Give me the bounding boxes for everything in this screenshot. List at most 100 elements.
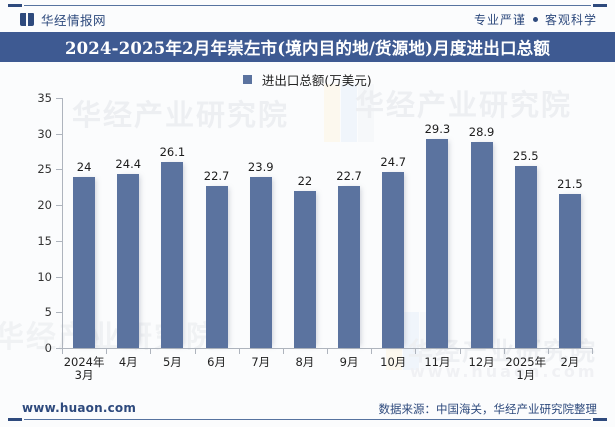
- bar-value-label: 22.7: [203, 168, 230, 183]
- bar-value-label: 22: [297, 173, 313, 188]
- x-category-label: 11月: [424, 355, 451, 369]
- bar-value-label: 24.7: [380, 154, 407, 169]
- bar-value-label: 28.9: [468, 124, 495, 139]
- x-category-label: 9月: [339, 355, 359, 369]
- y-axis: [62, 98, 63, 348]
- bar[interactable]: [205, 185, 228, 348]
- bar-item[interactable]: 25.5: [504, 98, 548, 348]
- bar-item[interactable]: 22: [283, 98, 327, 348]
- y-tick: [56, 98, 62, 99]
- bar-item[interactable]: 29.3: [415, 98, 459, 348]
- x-tick: [547, 348, 549, 354]
- bar-value-label: 26.1: [159, 144, 186, 159]
- title-bar: 2024-2025年2月年崇左市(境内目的地/货源地)月度进出口总额: [0, 32, 615, 62]
- page-footer: www.huaon.com 数据来源：中国海关，华经产业研究院整理: [0, 395, 615, 427]
- bar[interactable]: [249, 177, 272, 348]
- y-tick: [56, 276, 62, 278]
- brand[interactable]: 华经情报网: [20, 10, 106, 29]
- open-book-icon: [20, 13, 35, 26]
- x-tick: [150, 348, 152, 354]
- x-tick: [371, 348, 373, 354]
- x-category-label: 2025年 1月: [505, 355, 547, 382]
- y-tick-label: 5: [44, 305, 52, 320]
- bar[interactable]: [117, 173, 140, 348]
- bar[interactable]: [558, 194, 581, 348]
- bar[interactable]: [470, 141, 493, 348]
- slogan: 专业严谨 客观科学: [474, 11, 597, 28]
- watermark-institute: 华经产业研究院: [355, 88, 573, 122]
- x-category-label: 4月: [118, 355, 138, 369]
- x-tick: [415, 348, 417, 354]
- footer-url[interactable]: www.huaon.com: [22, 401, 137, 415]
- y-tick: [56, 169, 62, 171]
- bar-item[interactable]: 22.7: [327, 98, 371, 348]
- bar-value-label: 21.5: [557, 177, 583, 192]
- x-tick: [592, 348, 593, 354]
- x-category-label: 7月: [251, 355, 271, 369]
- x-category-label: 8月: [295, 355, 315, 369]
- bar-series: 24 24.4 26.1 22.7 23.9 22 22.7 24.7 29.3 28.9 25.5…: [62, 98, 592, 348]
- watermark-institute: 华经产业研究院: [72, 98, 290, 132]
- x-tick: [194, 348, 196, 354]
- x-tick: [327, 348, 328, 354]
- x-category-label: 5月: [162, 355, 182, 369]
- header-top-rule: [0, 4, 615, 7]
- y-tick-label: 30: [37, 126, 52, 141]
- y-tick-label: 25: [37, 162, 52, 177]
- bar[interactable]: [293, 190, 316, 348]
- page-title: 2024-2025年2月年崇左市(境内目的地/货源地)月度进出口总额: [64, 39, 551, 58]
- bar[interactable]: [426, 138, 449, 348]
- watermark-site: www.huaon.com: [410, 362, 598, 381]
- footer-bottom-rule: [0, 418, 615, 421]
- bar-item[interactable]: 26.1: [150, 98, 194, 348]
- x-tick: [62, 348, 63, 354]
- footer-source: 数据来源：中国海关，华经产业研究院整理: [378, 402, 598, 416]
- x-category-label: 2024年 3月: [63, 355, 105, 382]
- bar-item[interactable]: 24: [62, 98, 106, 348]
- y-tick-label: 35: [37, 91, 52, 105]
- x-tick: [459, 348, 461, 354]
- x-tick: [282, 348, 284, 354]
- x-category-label: 10月: [380, 355, 407, 369]
- y-tick-label: 15: [37, 233, 52, 248]
- bar[interactable]: [161, 161, 184, 348]
- bar-item[interactable]: 21.5: [548, 98, 592, 348]
- bar-value-label: 23.9: [247, 160, 274, 175]
- bar-item[interactable]: 22.7: [195, 98, 239, 348]
- x-tick: [503, 348, 505, 354]
- chart-canvas: 华经产业研究院 华经产业研究院 华经产业研究院 华经产业研究院 www.huao…: [0, 62, 615, 395]
- x-tick: [238, 348, 240, 354]
- bar-item[interactable]: 28.9: [460, 98, 504, 348]
- bar-item[interactable]: 24.7: [371, 98, 415, 348]
- slogan-left: 专业严谨: [473, 13, 526, 27]
- bar-value-label: 24.4: [115, 156, 142, 171]
- bar-value-label: 29.3: [424, 121, 451, 136]
- x-category-label: 6月: [207, 355, 226, 369]
- y-tick-label: 0: [44, 341, 52, 355]
- y-tick-label: 20: [37, 198, 52, 213]
- brand-name: 华经情报网: [41, 13, 107, 28]
- y-tick: [56, 348, 62, 349]
- legend-label: 进出口总额(万美元): [261, 73, 372, 88]
- bar[interactable]: [338, 185, 361, 348]
- dot-icon: [532, 17, 538, 22]
- bar[interactable]: [514, 165, 537, 348]
- y-tick-label: 10: [37, 269, 52, 284]
- bar[interactable]: [73, 176, 96, 348]
- plot-area: 0 5 10 15 20 25 30 35 24 24.4 26.1 22.7 23.9 22 22.7 2…: [37, 91, 593, 382]
- x-tick: [106, 348, 108, 354]
- bar-value-label: 25.5: [512, 148, 539, 163]
- bar-item[interactable]: 23.9: [239, 98, 283, 348]
- bar[interactable]: [382, 171, 405, 348]
- page-header: 华经情报网 专业严谨 客观科学: [0, 8, 615, 32]
- y-tick: [56, 240, 62, 242]
- bar-value-label: 24: [76, 159, 92, 174]
- watermark-flag-icon: [324, 84, 376, 142]
- y-tick: [56, 312, 62, 314]
- bar-item[interactable]: 24.4: [106, 98, 150, 348]
- legend-swatch: [243, 75, 253, 84]
- x-category-label: 2月: [560, 355, 580, 369]
- y-tick: [56, 205, 62, 207]
- slogan-right: 客观科学: [544, 13, 597, 27]
